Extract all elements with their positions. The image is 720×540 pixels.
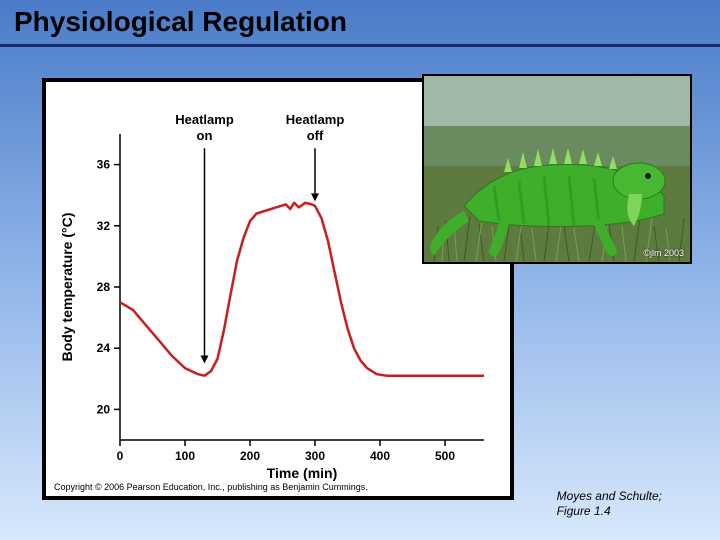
svg-text:400: 400	[370, 449, 390, 463]
lizard-photo-frame: ©jlm 2003	[422, 74, 692, 264]
citation-line-1: Moyes and Schulte;	[557, 489, 662, 503]
svg-text:36: 36	[97, 158, 111, 172]
svg-text:on: on	[197, 128, 213, 143]
svg-text:300: 300	[305, 449, 325, 463]
photo-credit: ©jlm 2003	[643, 248, 684, 258]
svg-text:20: 20	[97, 402, 111, 416]
citation-line-2: Figure 1.4	[557, 504, 611, 518]
lizard-photo-svg	[424, 76, 690, 262]
svg-text:100: 100	[175, 449, 195, 463]
copyright-text: Copyright © 2006 Pearson Education, Inc.…	[54, 482, 368, 492]
svg-text:off: off	[307, 128, 324, 143]
svg-text:500: 500	[435, 449, 455, 463]
svg-text:32: 32	[97, 219, 111, 233]
slide: Physiological Regulation 0 100 200 300 400 50…	[0, 0, 720, 540]
svg-text:Heatlamp: Heatlamp	[175, 112, 234, 127]
figure-citation: Moyes and Schulte; Figure 1.4	[557, 489, 662, 520]
svg-text:200: 200	[240, 449, 260, 463]
svg-text:Heatlamp: Heatlamp	[286, 112, 345, 127]
svg-text:24: 24	[97, 341, 111, 355]
svg-text:Body temperature (°C): Body temperature (°C)	[59, 213, 75, 362]
lizard-photo: ©jlm 2003	[424, 76, 690, 262]
svg-text:28: 28	[97, 280, 111, 294]
svg-text:0: 0	[117, 449, 124, 463]
svg-text:Time (min): Time (min)	[267, 465, 338, 481]
title-underline	[0, 44, 720, 47]
page-title: Physiological Regulation	[14, 6, 347, 38]
